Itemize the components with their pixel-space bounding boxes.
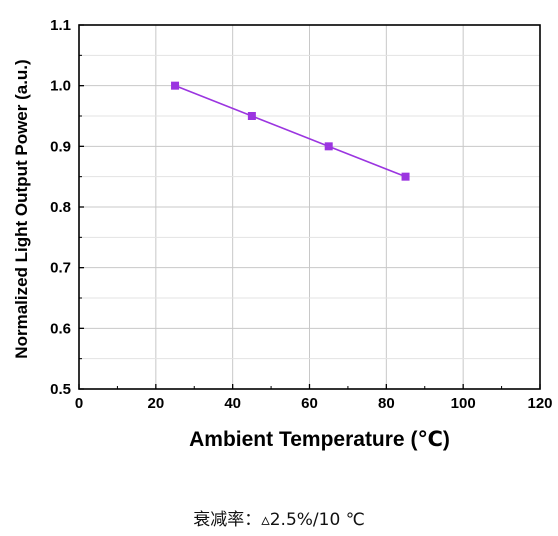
y-axis-title: Normalized Light Output Power (a.u.)	[12, 59, 31, 358]
chart: 0 20 40 60 80 100 120 0.5 0.6 0.7 0.8 0.9 1.0 1.1 Amb…	[12, 17, 553, 451]
x-axis-title: Ambient Temperature (℃)	[189, 428, 450, 451]
x-tick-label: 120	[527, 395, 552, 412]
x-tick-label: 100	[451, 395, 476, 412]
x-tick-label: 20	[147, 395, 164, 412]
axis-ticks: 0 20 40 60 80 100 120 0.5 0.6 0.7 0.8 0.9 1.0 1.1	[50, 17, 552, 412]
y-tick-label: 0.7	[50, 260, 71, 277]
grid	[79, 25, 540, 389]
y-tick-label: 0.9	[50, 138, 71, 155]
y-tick-label: 0.5	[50, 381, 71, 398]
x-tick-label: 60	[301, 395, 318, 412]
data-point	[401, 172, 410, 181]
y-tick-label: 1.0	[50, 78, 71, 95]
y-tick-label: 0.6	[50, 320, 71, 337]
caption: 衰减率：▵2.5%/10 ℃	[193, 510, 365, 530]
y-tick-label: 0.8	[50, 199, 71, 216]
data-point	[247, 112, 256, 120]
data-series	[171, 81, 410, 181]
x-tick-label: 0	[75, 395, 83, 412]
data-point	[324, 142, 333, 151]
x-tick-label: 80	[378, 395, 395, 412]
x-tick-label: 40	[224, 395, 241, 412]
data-point	[171, 81, 180, 90]
y-tick-label: 1.1	[50, 17, 71, 34]
series-line	[174, 84, 406, 178]
